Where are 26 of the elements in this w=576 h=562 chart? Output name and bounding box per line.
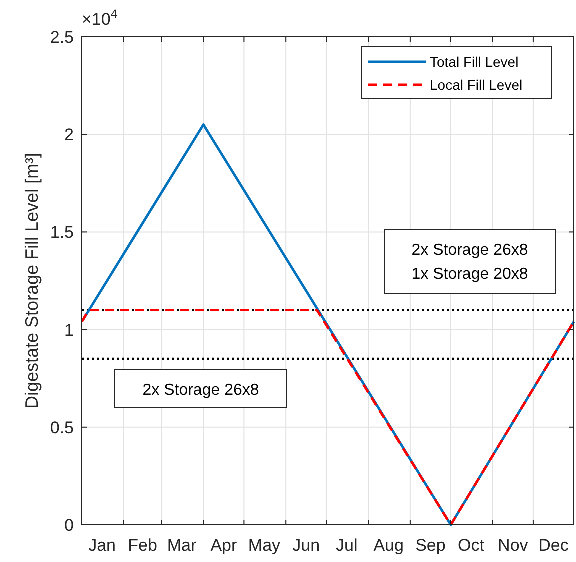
legend-label: Local Fill Level [430,77,523,93]
note-box: 2x Storage 26x8 [114,370,288,408]
x-tick-label: Dec [538,536,570,555]
x-tick-label: Sep [416,536,446,555]
note-box: 2x Storage 26x8 1x Storage 20x8 [384,230,556,294]
x-tick-label: Jan [88,536,116,555]
y-tick-label: 2.5 [50,28,74,47]
x-tick-label: May [248,536,282,555]
x-tick-label: Jun [292,536,320,555]
x-tick-label: Apr [210,536,238,555]
y-tick-label: 0.5 [50,418,74,438]
x-tick-label: Jul [336,536,358,555]
x-tick-label: Mar [167,536,197,555]
x-tick-label: Oct [458,536,485,555]
x-tick-label: Aug [374,536,404,555]
annotation: 2x Storage 26x8 1x Storage 20x8 [412,242,528,283]
y-tick-label: 1.5 [50,223,74,242]
y-tick-label: 2 [64,126,74,145]
annotation: 2x Storage 26x8 [142,382,260,399]
x-tick-label: Feb [128,536,158,555]
y-tick-label: 0 [64,516,74,535]
legend-label: Total Fill Level [430,54,519,70]
x-tick-label: Nov [498,536,529,555]
y-axis-title: Digestate Storage Fill Level [m³] [22,152,42,410]
text: ×10$^{4}$ [82,7,118,29]
y-tick-label: 1 [64,320,74,340]
